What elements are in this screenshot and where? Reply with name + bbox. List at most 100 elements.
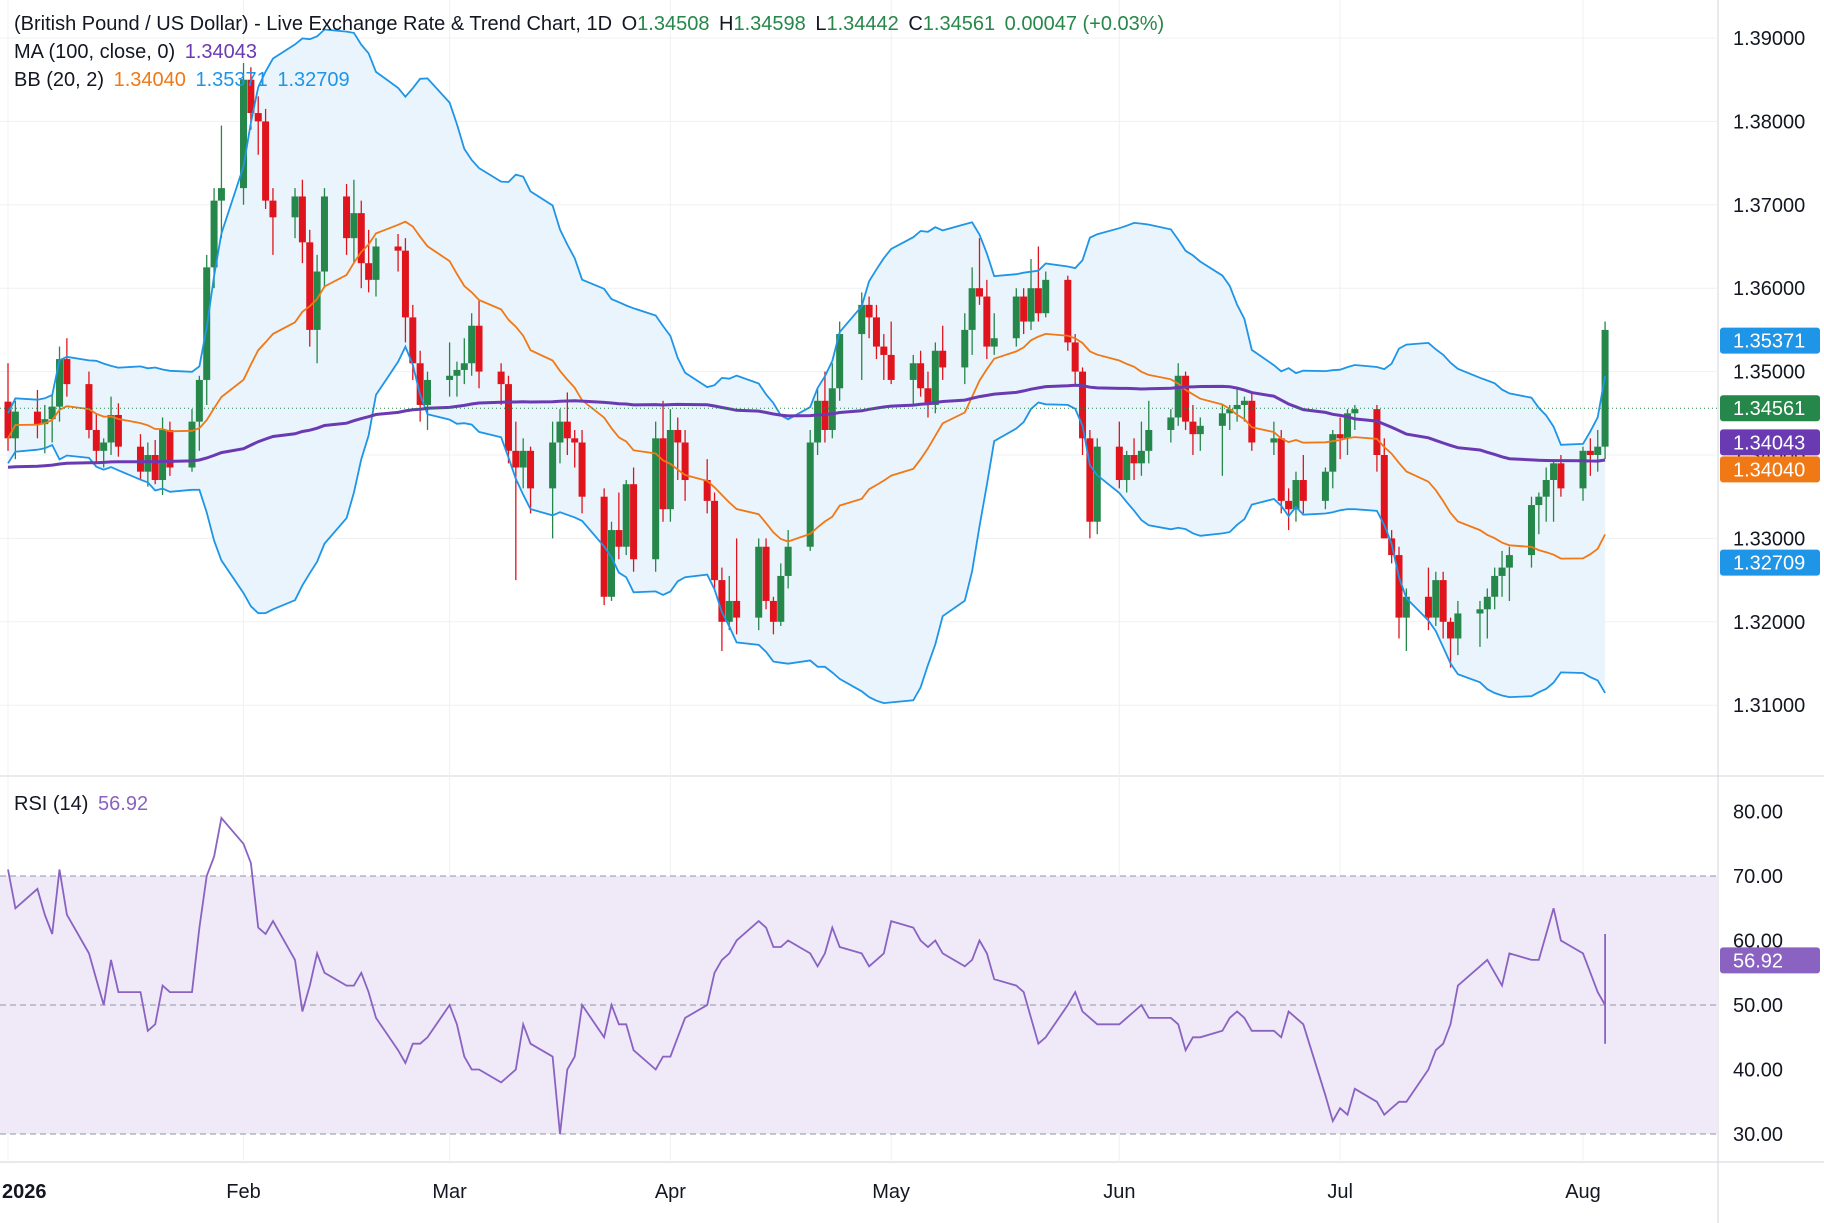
candle-body (394, 246, 402, 251)
candle-body (1064, 279, 1072, 343)
candle-body (1248, 400, 1256, 443)
candle-body (424, 379, 432, 405)
candle-body (313, 271, 321, 330)
candle-body (136, 446, 144, 472)
rsi-legend-value: 56.92 (98, 793, 149, 815)
candle-body (1542, 480, 1550, 497)
candle-body (718, 580, 726, 622)
rsi-value-tag: 56.92 (1720, 947, 1820, 974)
ma-value-tag-bg (1720, 429, 1820, 456)
candle-body (372, 246, 380, 280)
bb-legend-lower: 1.32709 (277, 69, 350, 91)
candle-body (1601, 329, 1609, 447)
high-label: H (719, 13, 734, 35)
price-tick-label: 1.36000 (1733, 278, 1805, 300)
rsi-tick-label: 70.00 (1733, 866, 1783, 888)
candle-body (1336, 434, 1344, 439)
candle-body (1454, 613, 1462, 639)
price-axis[interactable]: 1.39000 1.38000 1.37000 1.36000 1.35000 1.340… (1733, 28, 1805, 1146)
price-tick-label: 1.39000 (1733, 28, 1805, 50)
candles[interactable] (4, 63, 1609, 668)
rsi-tick-label: 50.00 (1733, 995, 1783, 1017)
candle-body (56, 359, 64, 407)
candle-body (814, 400, 822, 443)
time-tick-label: Apr (655, 1181, 686, 1203)
rsi-tick-label: 30.00 (1733, 1124, 1783, 1146)
time-tick-label: Jul (1327, 1181, 1353, 1203)
candle-body (1218, 413, 1226, 426)
open-value: 1.34508 (637, 13, 710, 35)
candle-body (1505, 555, 1513, 568)
candle-body (262, 121, 270, 201)
candle-body (1034, 288, 1042, 314)
symbol-legend[interactable]: (British Pound / US Dollar) - Live Excha… (14, 12, 1168, 36)
candle-body (217, 188, 225, 201)
last-price-tag-bg (1720, 395, 1820, 422)
rsi-band-fill (0, 875, 1718, 1135)
bb-upper-tag: 1.35371 (1720, 327, 1820, 354)
candle-body (1042, 279, 1050, 314)
price-tick-label: 1.35000 (1733, 362, 1805, 384)
candle-body (563, 421, 571, 439)
rsi-value-tag-text: 56.92 (1733, 950, 1783, 972)
candle-body (107, 414, 115, 443)
candle-body (446, 375, 454, 380)
candle-body (291, 196, 299, 218)
rsi-legend-label: RSI (14) (14, 793, 89, 815)
candle-body (1594, 446, 1602, 455)
candle-body (968, 288, 976, 330)
candle-body (828, 388, 836, 430)
ma100-line (7, 383, 1606, 469)
candle-body (1093, 446, 1101, 522)
candle-body (880, 346, 888, 355)
candle-body (1373, 409, 1381, 455)
candle-body (1557, 463, 1565, 489)
candle-body (254, 113, 262, 122)
candle-body (652, 438, 660, 560)
candle-body (453, 369, 461, 376)
candle-body (939, 350, 947, 368)
candle-body (63, 359, 71, 385)
candle-body (504, 384, 512, 451)
candle-body (92, 429, 100, 451)
candle-body (460, 363, 468, 370)
candle-body (909, 363, 917, 380)
candle-body (401, 250, 409, 318)
candle-body (114, 414, 122, 447)
candle-body (1343, 413, 1351, 439)
candle-body (41, 419, 49, 425)
time-axis[interactable]: 2026 Feb Mar Apr May Jun Jul Aug (2, 1181, 1601, 1203)
candle-body (33, 411, 41, 425)
candle-body (512, 450, 520, 468)
candle-body (549, 442, 557, 489)
candle-body (961, 329, 969, 368)
candle-body (703, 480, 711, 501)
candle-body (990, 338, 998, 347)
candle-body (1012, 296, 1020, 339)
basis-value-tag: 1.34040 (1720, 456, 1820, 483)
indicator-lines (0, 28, 1718, 1135)
candle-body (1130, 455, 1138, 464)
rsi-legend[interactable]: RSI (14) 56.92 (14, 792, 152, 816)
candle-body (887, 354, 895, 380)
candle-body (872, 317, 880, 347)
candle-body (711, 500, 719, 581)
price-tick-label: 1.32000 (1733, 612, 1805, 634)
candle-body (306, 242, 314, 330)
candle-body (571, 438, 579, 443)
price-tick-label: 1.33000 (1733, 528, 1805, 550)
candle-body (475, 325, 483, 372)
basis-value-tag-bg (1720, 456, 1820, 483)
candle-body (769, 600, 777, 622)
rsi-line (7, 815, 1606, 1135)
candle-body (784, 546, 792, 576)
candle-body (1447, 621, 1455, 639)
candle-body (1439, 580, 1447, 622)
bb-legend[interactable]: BB (20, 2) 1.34040 1.35371 1.32709 (14, 68, 354, 92)
candle-body (1189, 421, 1197, 435)
candle-body (1380, 455, 1388, 539)
time-tick-label: 2026 (2, 1181, 47, 1203)
ma-legend[interactable]: MA (100, close, 0) 1.34043 (14, 40, 261, 64)
candle-body (666, 429, 674, 510)
